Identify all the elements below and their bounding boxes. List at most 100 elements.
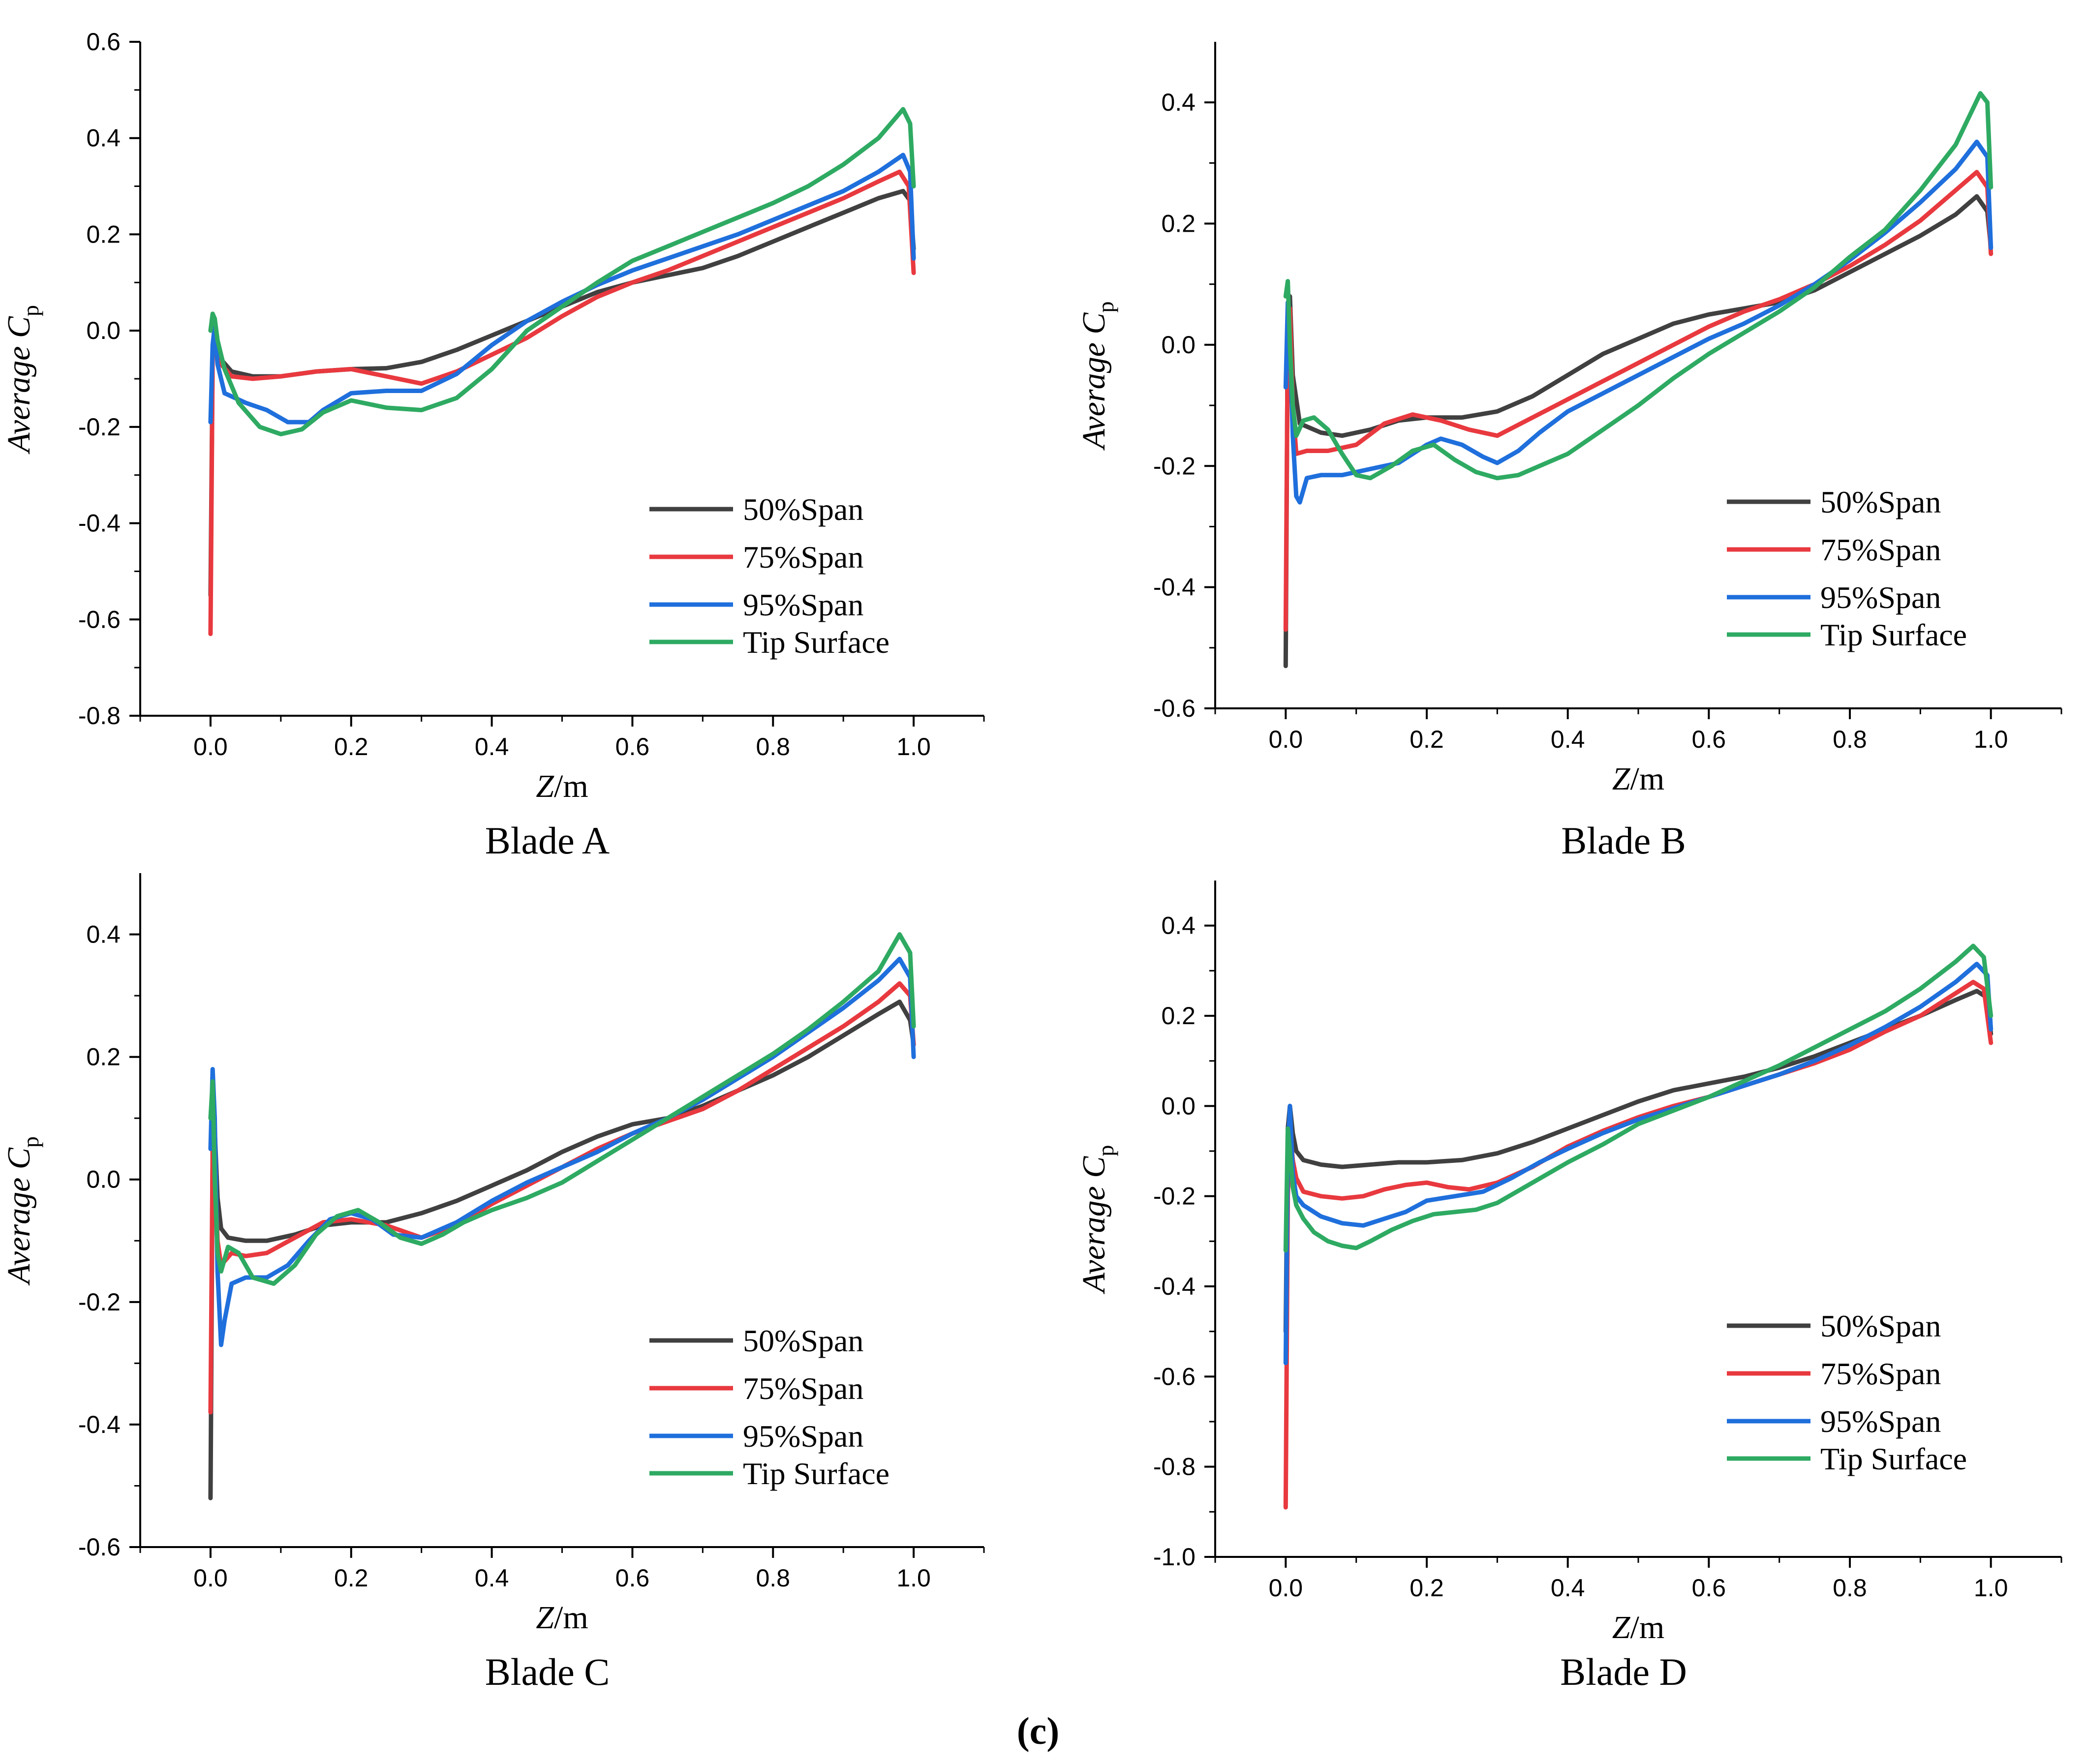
y-tick-label: -0.2 xyxy=(1153,1183,1196,1210)
y-axis-title-subscript: p xyxy=(18,1136,43,1148)
y-axis-title-subscript: p xyxy=(18,305,43,316)
x-axis-title: Z/m xyxy=(536,1600,588,1636)
x-axis-title: Z/m xyxy=(1612,1610,1664,1645)
y-tick-label: -0.8 xyxy=(78,702,121,730)
series-line-95-span xyxy=(1283,962,1994,1366)
y-tick-label: 0.0 xyxy=(1161,1092,1196,1120)
legend-label: Tip Surface xyxy=(1820,617,1967,652)
chart-panel-d: 0.0 0.2 0.4 0.6 0.8 1.0 -1.0 -0.8 -0.6 -0.4 -0.2 0.… xyxy=(1076,881,2062,1693)
panel-caption: Blade C xyxy=(485,1650,610,1693)
x-axis-title-var: Z xyxy=(1612,761,1631,797)
series-line-tip-surface xyxy=(208,932,916,1286)
y-tick-label: 0.4 xyxy=(86,921,121,948)
x-tick-label: 0.8 xyxy=(1833,1574,1867,1602)
series-line-tip-surface xyxy=(208,107,916,436)
x-tick-label: 0.0 xyxy=(1269,1574,1303,1602)
series-line-50-span xyxy=(1283,989,1994,1334)
y-axis-title: Average Cp xyxy=(1076,1145,1118,1295)
y-tick-label: 0.2 xyxy=(1161,210,1196,238)
y-tick-label: -0.6 xyxy=(1153,1363,1196,1390)
legend-label: 95%Span xyxy=(1820,580,1941,615)
chart-panel-b: 0.0 0.2 0.4 0.6 0.8 1.0 -0.6 -0.4 -0.2 0.0 0.2 0.4 A… xyxy=(1076,42,2062,862)
x-tick-label: 0.8 xyxy=(756,733,790,760)
y-axis-title-text: Average C xyxy=(1,1147,37,1286)
y-tick-label: 0.2 xyxy=(86,1043,121,1071)
legend-label: Tip Surface xyxy=(743,625,890,660)
y-tick-label: -0.2 xyxy=(78,1288,121,1316)
chart-panel-c: 0.0 0.2 0.4 0.6 0.8 1.0 -0.6 -0.4 -0.2 0.0 0.2 0.4 A… xyxy=(1,873,985,1693)
panel-caption: Blade B xyxy=(1561,819,1686,862)
y-axis-title: Average Cp xyxy=(1076,302,1118,451)
x-tick-label: 0.8 xyxy=(756,1564,790,1592)
y-tick-label: 0.4 xyxy=(1161,912,1196,940)
x-tick-label: 0.2 xyxy=(1410,726,1444,753)
series-line-95-span xyxy=(208,152,916,425)
series-line-75-span xyxy=(208,981,916,1415)
x-tick-label: 1.0 xyxy=(1974,726,2008,753)
x-tick-label: 0.6 xyxy=(1692,1574,1726,1602)
x-tick-label: 0.0 xyxy=(193,1564,228,1592)
y-tick-label: 0.0 xyxy=(86,317,121,344)
legend-label: 50%Span xyxy=(1820,485,1941,519)
x-tick-label: 0.4 xyxy=(475,1564,509,1592)
series-line-50-span xyxy=(208,1000,916,1500)
y-tick-label: -0.6 xyxy=(1153,695,1196,722)
y-tick-label: 0.6 xyxy=(86,28,121,56)
figure-label: (c) xyxy=(1017,1709,1060,1752)
y-tick-label: -0.4 xyxy=(1153,574,1196,601)
x-tick-label: 0.2 xyxy=(1410,1574,1444,1602)
legend-label: 95%Span xyxy=(743,1419,863,1454)
y-axis-title-text: Average C xyxy=(1076,312,1112,451)
y-tick-label: 0.0 xyxy=(86,1166,121,1193)
legend-label: Tip Surface xyxy=(743,1456,890,1491)
y-tick-label: -0.6 xyxy=(78,1533,121,1561)
x-axis-title-var: Z xyxy=(536,768,554,804)
x-axis-title: Z/m xyxy=(536,768,588,804)
x-axis-title-var: Z xyxy=(536,1600,554,1636)
y-tick-label: 0.2 xyxy=(86,220,121,248)
x-tick-label: 1.0 xyxy=(896,1564,931,1592)
x-axis-title-unit: /m xyxy=(554,1600,588,1636)
legend-label: 75%Span xyxy=(743,540,863,575)
x-axis-title-unit: /m xyxy=(1630,761,1665,797)
legend-label: 50%Span xyxy=(743,492,863,527)
legend-label: 75%Span xyxy=(743,1371,863,1406)
legend-label: 95%Span xyxy=(743,587,863,622)
x-axis-title-var: Z xyxy=(1612,1610,1631,1645)
y-axis-title: Average Cp xyxy=(1,305,43,455)
x-axis-title: Z/m xyxy=(1612,761,1664,797)
x-tick-label: 0.4 xyxy=(1551,726,1585,753)
y-tick-label: -0.6 xyxy=(78,606,121,633)
legend-label: 50%Span xyxy=(743,1323,863,1358)
y-tick-label: -0.4 xyxy=(78,510,121,537)
series-line-95-span xyxy=(208,956,916,1347)
x-tick-label: 0.4 xyxy=(1551,1574,1585,1602)
y-axis-title-subscript: p xyxy=(1093,1145,1118,1156)
panel-caption: Blade D xyxy=(1560,1650,1687,1693)
x-axis-title-unit: /m xyxy=(1630,1610,1665,1645)
panel-caption: Blade A xyxy=(485,819,610,862)
legend-label: 50%Span xyxy=(1820,1308,1941,1343)
x-tick-label: 0.4 xyxy=(475,733,509,760)
chart-panel-a: 0.0 0.2 0.4 0.6 0.8 1.0 -0.8 -0.6 -0.4 -0.2 0.0 0.2… xyxy=(1,28,985,862)
y-tick-label: -0.4 xyxy=(1153,1273,1196,1300)
legend-label: 95%Span xyxy=(1820,1404,1941,1439)
y-tick-label: -0.4 xyxy=(78,1411,121,1438)
y-tick-label: -1.0 xyxy=(1153,1543,1196,1571)
y-tick-label: 0.0 xyxy=(1161,331,1196,359)
series-line-tip-surface xyxy=(1283,91,1994,481)
y-tick-label: -0.2 xyxy=(1153,452,1196,480)
x-tick-label: 1.0 xyxy=(896,733,931,760)
y-tick-label: -0.8 xyxy=(1153,1453,1196,1481)
y-axis-title-text: Average C xyxy=(1,316,37,455)
y-tick-label: -0.2 xyxy=(78,413,121,441)
x-tick-label: 0.6 xyxy=(615,733,650,760)
series-line-50-span xyxy=(1283,194,1994,669)
legend-label: 75%Span xyxy=(1820,1356,1941,1391)
y-tick-label: 0.4 xyxy=(1161,89,1196,116)
